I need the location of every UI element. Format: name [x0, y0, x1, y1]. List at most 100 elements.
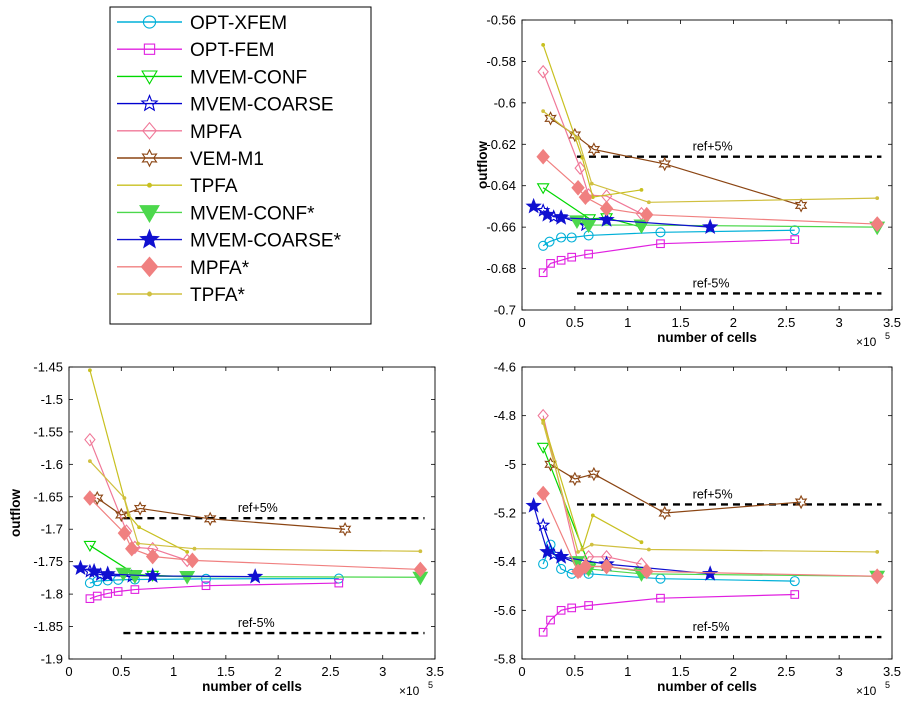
- series-line-vem-m1: [550, 463, 802, 514]
- x-tick-label: 3.5: [883, 315, 901, 330]
- x-tick-label: 0.5: [566, 315, 584, 330]
- series-line-tpfa: [542, 44, 642, 198]
- data-point-vem-m1: [544, 111, 557, 126]
- legend-entry-tpfa: TPFA: [117, 176, 238, 197]
- data-point-opt-fem: [130, 585, 140, 594]
- x-tick-label: 0.5: [566, 664, 584, 679]
- legend-label-mvem-coarse: MVEM-COARSE: [190, 95, 334, 116]
- y-tick-label: -0.56: [486, 13, 516, 28]
- data-point-opt-xfem: [333, 573, 344, 584]
- data-point-tpfa-star: [646, 200, 651, 205]
- data-point-mvem-coarse-star: [72, 559, 89, 576]
- legend-label-mpfa: MPFA: [190, 122, 242, 143]
- data-point-vem-m1: [115, 507, 128, 523]
- data-point-mpfa: [537, 64, 549, 79]
- series-line-vem-m1: [96, 497, 346, 530]
- x-tick-label: 0: [518, 664, 525, 679]
- data-point-tpfa-star: [541, 421, 546, 425]
- data-point-opt-fem: [567, 252, 577, 262]
- reference-label-ref-5: ref+5%: [693, 140, 733, 154]
- legend-label-tpfa-star: TPFA*: [190, 285, 246, 306]
- y-tick-label: -4.8: [494, 408, 516, 423]
- legend: OPT-XFEM OPT-FEM MVEM-CONF MVEM-COARSE MPFA V…: [109, 6, 372, 325]
- data-point-opt-xfem: [84, 578, 95, 589]
- data-point-opt-xfem: [544, 236, 555, 247]
- data-point-tpfa: [137, 525, 141, 530]
- data-point-mpfa: [574, 161, 586, 175]
- y-tick-label: -5.6: [494, 603, 516, 618]
- data-point-opt-fem: [201, 581, 211, 591]
- reference-label-ref-5: ref-5%: [238, 616, 275, 630]
- data-point-tpfa-star: [875, 196, 880, 201]
- y-tick-label: -0.58: [486, 54, 516, 69]
- data-point-opt-fem: [567, 603, 577, 613]
- series-tpfa-star: [541, 109, 880, 205]
- data-point-mpfa-star: [599, 200, 614, 217]
- data-point-mvem-conf-star: [126, 570, 143, 585]
- data-point-mpfa-star: [83, 490, 97, 506]
- series-mvem-coarse-star: [72, 559, 264, 584]
- data-point-opt-fem: [556, 605, 566, 615]
- y-axis-label: outflow: [8, 489, 23, 537]
- data-point-opt-fem: [334, 578, 344, 588]
- x-tick-label: 0.5: [112, 664, 130, 679]
- data-point-mpfa-star: [145, 548, 160, 565]
- data-point-opt-fem: [546, 259, 555, 268]
- data-point-tpfa-star: [192, 546, 197, 551]
- y-tick-label: -1.85: [33, 619, 63, 634]
- data-point-tpfa-star: [589, 181, 594, 186]
- data-point-opt-xfem: [789, 576, 800, 587]
- series-line-mpfa-star: [542, 156, 878, 225]
- legend-entry-mvem-conf: MVEM-CONF: [117, 67, 307, 88]
- legend-marker-tpfa: [147, 182, 152, 188]
- series-opt-fem: [538, 590, 800, 637]
- y-tick-label: -0.7: [494, 303, 516, 318]
- x-tick-label: 3: [836, 315, 843, 330]
- data-point-vem-m1: [587, 466, 601, 482]
- series-line-mvem-coarse-star: [533, 505, 711, 575]
- reference-label-ref-5: ref+5%: [238, 501, 278, 515]
- data-point-mvem-coarse-star: [144, 567, 161, 583]
- x-exponent-power: 5: [885, 680, 890, 690]
- series-mvem-conf-star: [569, 556, 886, 585]
- data-point-opt-fem: [103, 589, 113, 598]
- y-tick-label: -0.68: [486, 261, 516, 276]
- series-mpfa-star: [83, 490, 428, 578]
- data-point-opt-fem: [538, 268, 548, 278]
- data-point-vem-m1: [658, 156, 671, 172]
- x-tick-label: 1: [624, 664, 631, 679]
- data-point-tpfa-star: [136, 541, 140, 546]
- series-line-opt-fem: [542, 593, 795, 633]
- x-axis-label: number of cells: [657, 679, 757, 694]
- x-tick-label: 2: [275, 664, 282, 679]
- legend-label-opt-xfem: OPT-XFEM: [190, 13, 287, 34]
- series-line-mvem-conf: [542, 187, 642, 228]
- legend-marker-mpfa: [142, 121, 157, 140]
- x-tick-label: 1: [170, 664, 177, 679]
- plot-frame: [521, 19, 893, 311]
- series-opt-xfem: [538, 225, 800, 251]
- data-point-tpfa-star: [589, 542, 594, 547]
- reference-label-ref-5: ref+5%: [693, 487, 733, 501]
- data-point-opt-xfem: [655, 227, 666, 238]
- legend-label-opt-fem: OPT-FEM: [190, 40, 274, 61]
- y-tick-label: -1.55: [33, 424, 63, 439]
- data-point-opt-xfem: [556, 232, 567, 243]
- data-point-mvem-conf-star: [580, 219, 597, 234]
- data-point-mpfa-star: [578, 558, 593, 575]
- x-tick-label: 2: [730, 664, 737, 679]
- data-point-opt-fem: [538, 627, 548, 637]
- legend-label-vem-m1: VEM-M1: [190, 149, 264, 170]
- data-point-mpfa-star: [185, 552, 200, 569]
- data-point-mvem-coarse-star: [525, 497, 542, 513]
- data-point-mvem-coarse-star: [553, 209, 570, 225]
- x-tick-label: 3.5: [883, 664, 901, 679]
- data-point-mvem-coarse-star: [525, 197, 542, 214]
- data-point-opt-fem: [113, 587, 123, 596]
- series-line-tpfa: [542, 420, 642, 552]
- y-axis-label: outflow: [475, 141, 490, 189]
- legend-entry-mvem-coarse-star: MVEM-COARSE*: [117, 228, 342, 252]
- data-point-mpfa-star: [536, 148, 550, 165]
- data-point-tpfa: [88, 368, 92, 373]
